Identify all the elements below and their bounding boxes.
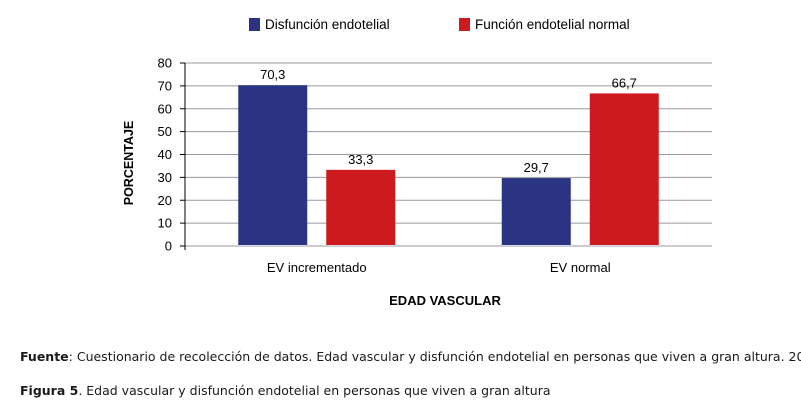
source-caption: Fuente: Cuestionario de recolección de d… <box>20 349 801 364</box>
y-tick-label: 0 <box>165 239 172 254</box>
figure-caption-text: . Edad vascular y disfunción endotelial … <box>78 383 551 398</box>
source-caption-text: : Cuestionario de recolección de datos. … <box>68 349 801 364</box>
y-tick-label: 20 <box>158 193 172 208</box>
y-tick-label: 10 <box>158 216 172 231</box>
y-tick-label: 80 <box>158 56 172 71</box>
data-label: 33,3 <box>348 152 373 167</box>
bar <box>326 169 396 246</box>
bar <box>589 93 659 246</box>
legend-label-disfuncion: Disfunción endotelial <box>265 17 390 32</box>
y-tick-label: 30 <box>158 170 172 185</box>
y-tick-label: 40 <box>158 147 172 162</box>
figure-caption-label: Figura 5 <box>20 383 79 398</box>
data-label: 70,3 <box>260 67 285 82</box>
y-tick-label: 60 <box>158 101 172 116</box>
bars <box>238 85 659 246</box>
legend-item-funcion-normal: Función endotelial normal <box>459 17 630 32</box>
x-axis-ticks: EV incrementado EV normal <box>267 260 611 275</box>
y-tick-label: 70 <box>158 78 172 93</box>
y-tick-label: 50 <box>158 124 172 139</box>
legend-swatch-disfuncion <box>249 18 260 31</box>
bar-chart: 0 10 20 30 40 50 60 70 80 70,3 33,3 29,7 66,7 EV in… <box>122 56 712 308</box>
data-labels: 70,3 33,3 29,7 66,7 <box>260 67 637 175</box>
source-caption-label: Fuente <box>20 349 69 364</box>
bar <box>238 85 308 246</box>
x-tick-label: EV incrementado <box>267 260 367 275</box>
y-axis-ticks: 0 10 20 30 40 50 60 70 80 <box>158 56 185 254</box>
legend-item-disfuncion: Disfunción endotelial <box>249 17 390 32</box>
figure-caption: Figura 5. Edad vascular y disfunción end… <box>20 383 551 398</box>
legend-label-funcion-normal: Función endotelial normal <box>475 17 630 32</box>
data-label: 66,7 <box>612 75 637 90</box>
x-axis-title: EDAD VASCULAR <box>389 293 501 308</box>
y-axis-title: PORCENTAJE <box>122 121 136 206</box>
data-label: 29,7 <box>524 160 549 175</box>
bar <box>501 178 571 246</box>
x-tick-label: EV normal <box>550 260 611 275</box>
legend-swatch-funcion-normal <box>459 18 470 31</box>
